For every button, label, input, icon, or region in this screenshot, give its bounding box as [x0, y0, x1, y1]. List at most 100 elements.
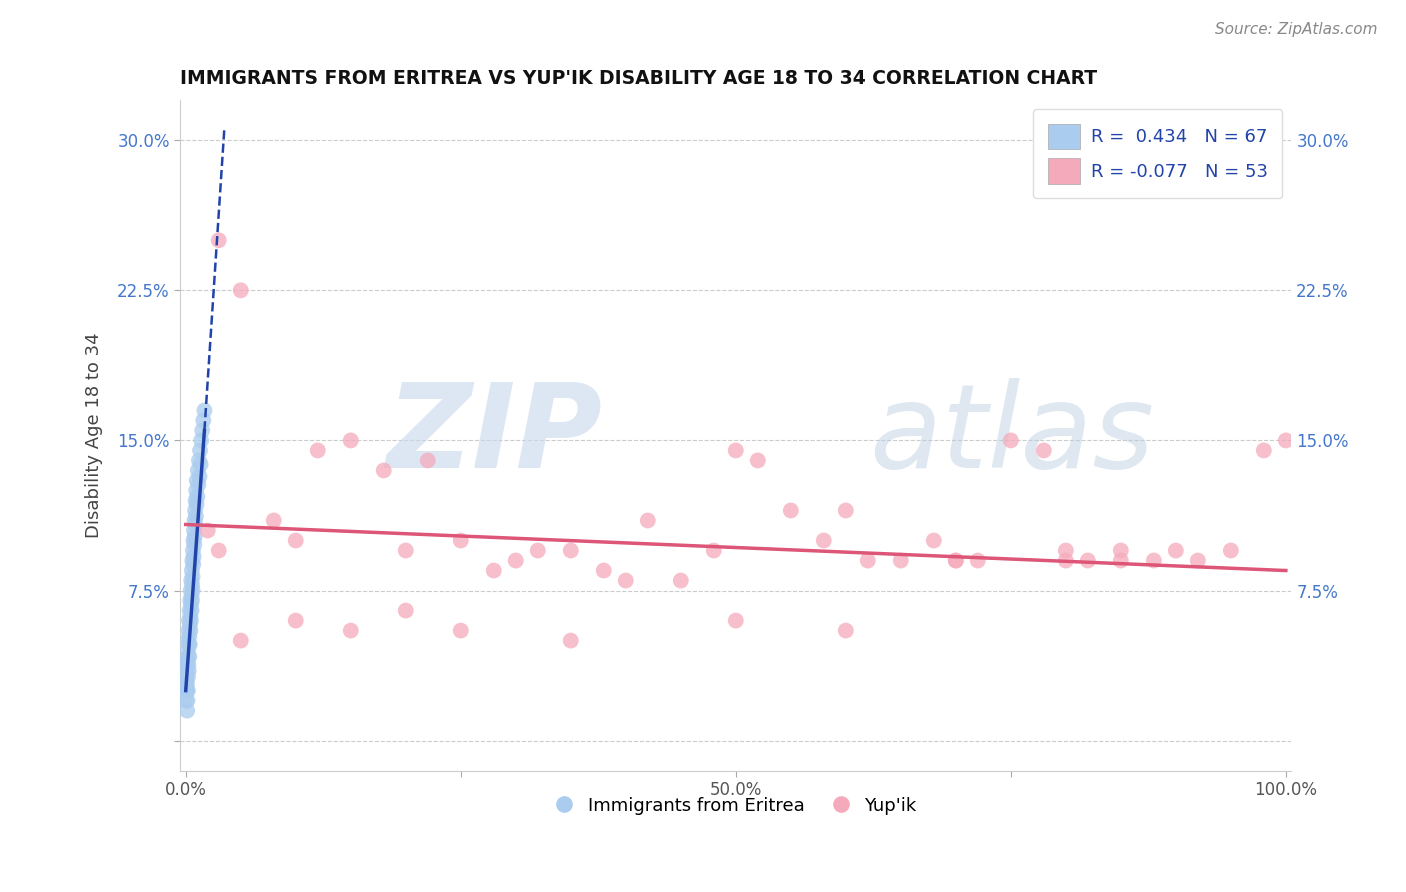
Point: [176, 683, 198, 698]
Point: [179, 630, 201, 644]
Point: [724, 443, 747, 458]
Point: [183, 537, 205, 551]
Point: [1054, 543, 1077, 558]
Point: [184, 529, 207, 543]
Point: [284, 533, 307, 548]
Point: [176, 657, 198, 672]
Point: [197, 524, 219, 538]
Point: [188, 469, 211, 483]
Point: [174, 673, 197, 688]
Point: [1187, 553, 1209, 567]
Point: [176, 678, 198, 692]
Point: [180, 564, 202, 578]
Point: [835, 503, 858, 517]
Point: [181, 558, 204, 572]
Point: [1164, 543, 1187, 558]
Text: IMMIGRANTS FROM ERITREA VS YUP'IK DISABILITY AGE 18 TO 34 CORRELATION CHART: IMMIGRANTS FROM ERITREA VS YUP'IK DISABI…: [180, 69, 1097, 87]
Point: [183, 533, 205, 548]
Point: [184, 503, 207, 517]
Point: [373, 463, 395, 477]
Point: [179, 624, 201, 638]
Point: [177, 638, 200, 652]
Point: [183, 524, 205, 538]
Point: [177, 614, 200, 628]
Point: [208, 233, 231, 247]
Text: ZIP: ZIP: [387, 378, 602, 493]
Point: [177, 624, 200, 638]
Point: [176, 654, 198, 668]
Legend: Immigrants from Eritrea, Yup'ik: Immigrants from Eritrea, Yup'ik: [548, 789, 924, 822]
Point: [187, 463, 209, 477]
Point: [339, 624, 361, 638]
Point: [179, 593, 201, 607]
Point: [180, 614, 202, 628]
Point: [176, 683, 198, 698]
Point: [181, 593, 204, 607]
Point: [339, 434, 361, 448]
Point: [181, 569, 204, 583]
Point: [177, 670, 200, 684]
Point: [1219, 543, 1241, 558]
Point: [669, 574, 692, 588]
Point: [186, 474, 208, 488]
Point: [176, 693, 198, 707]
Point: [179, 603, 201, 617]
Point: [416, 453, 439, 467]
Point: [703, 543, 725, 558]
Point: [186, 490, 208, 504]
Point: [560, 543, 582, 558]
Point: [181, 577, 204, 591]
Point: [187, 477, 209, 491]
Point: [208, 543, 231, 558]
Point: [1275, 434, 1298, 448]
Point: [177, 649, 200, 664]
Point: [779, 503, 801, 517]
Point: [180, 574, 202, 588]
Point: [176, 664, 198, 678]
Point: [263, 514, 285, 528]
Point: [922, 533, 945, 548]
Point: [1253, 443, 1275, 458]
Point: [1077, 553, 1099, 567]
Point: [1143, 553, 1166, 567]
Point: [1054, 553, 1077, 567]
Point: [1000, 434, 1022, 448]
Point: [229, 633, 252, 648]
Point: [724, 614, 747, 628]
Point: [184, 509, 207, 524]
Point: [187, 453, 209, 467]
Point: [307, 443, 329, 458]
Point: [176, 704, 198, 718]
Point: [637, 514, 659, 528]
Point: [184, 493, 207, 508]
Point: [190, 458, 212, 472]
Point: [966, 553, 988, 567]
Point: [186, 483, 208, 498]
Point: [560, 633, 582, 648]
Text: atlas: atlas: [869, 378, 1154, 492]
Point: [614, 574, 637, 588]
Point: [747, 453, 769, 467]
Point: [183, 514, 205, 528]
Point: [450, 533, 472, 548]
Point: [395, 603, 418, 617]
Point: [482, 564, 505, 578]
Point: [181, 583, 204, 598]
Point: [890, 553, 912, 567]
Point: [856, 553, 879, 567]
Point: [188, 443, 211, 458]
Point: [835, 624, 858, 638]
Point: [395, 543, 418, 558]
Point: [177, 657, 200, 672]
Point: [183, 549, 205, 564]
Point: [184, 517, 207, 532]
Point: [191, 424, 214, 438]
Point: [945, 553, 967, 567]
Point: [179, 617, 201, 632]
Point: [945, 553, 967, 567]
Point: [193, 413, 215, 427]
Point: [180, 598, 202, 612]
Point: [180, 603, 202, 617]
Point: [186, 498, 208, 512]
Point: [229, 283, 252, 297]
